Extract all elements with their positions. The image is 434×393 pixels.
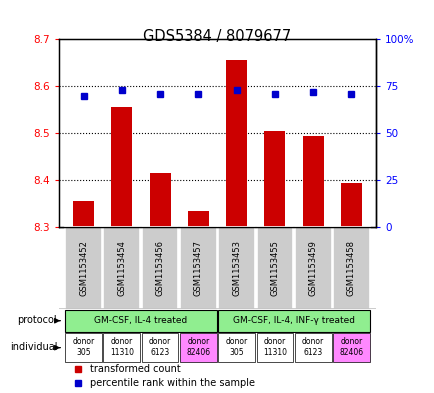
Bar	[340, 183, 361, 227]
Bar	[180, 333, 216, 362]
Bar	[294, 333, 331, 362]
Bar	[149, 173, 170, 227]
Bar	[103, 227, 140, 309]
Text: donor
82406: donor 82406	[339, 338, 363, 357]
Bar	[218, 310, 369, 332]
Text: donor
305: donor 305	[225, 338, 247, 357]
Text: donor
82406: donor 82406	[186, 338, 210, 357]
Text: donor
305: donor 305	[72, 338, 95, 357]
Bar	[218, 227, 254, 309]
Bar	[264, 131, 285, 227]
Text: protocol: protocol	[17, 315, 57, 325]
Text: GSM1153456: GSM1153456	[155, 240, 164, 296]
Bar	[302, 136, 323, 227]
Text: transformed count: transformed count	[90, 364, 181, 373]
Bar	[65, 310, 216, 332]
Text: donor
6123: donor 6123	[301, 338, 323, 357]
Bar	[73, 202, 94, 227]
Text: donor
11310: donor 11310	[110, 338, 134, 357]
Bar	[111, 107, 132, 227]
Bar	[65, 227, 102, 309]
Text: donor
11310: donor 11310	[262, 338, 286, 357]
Text: GSM1153452: GSM1153452	[79, 240, 88, 296]
Bar	[226, 61, 247, 227]
Text: GSM1153457: GSM1153457	[194, 240, 202, 296]
Text: GM-CSF, IL-4, INF-γ treated: GM-CSF, IL-4, INF-γ treated	[233, 316, 354, 325]
Text: GDS5384 / 8079677: GDS5384 / 8079677	[143, 29, 291, 44]
Text: GSM1153459: GSM1153459	[308, 240, 317, 296]
Bar	[256, 333, 293, 362]
Bar	[141, 333, 178, 362]
Bar	[332, 227, 369, 309]
Text: GM-CSF, IL-4 treated: GM-CSF, IL-4 treated	[94, 316, 187, 325]
Text: individual: individual	[10, 342, 57, 352]
Text: donor
6123: donor 6123	[148, 338, 171, 357]
Bar	[65, 333, 102, 362]
Text: GSM1153455: GSM1153455	[270, 240, 279, 296]
Bar	[332, 333, 369, 362]
Bar	[187, 211, 208, 227]
Text: GSM1153453: GSM1153453	[232, 240, 240, 296]
Bar	[256, 227, 293, 309]
Text: GSM1153458: GSM1153458	[346, 240, 355, 296]
Bar	[103, 333, 140, 362]
Bar	[294, 227, 331, 309]
Text: GSM1153454: GSM1153454	[117, 240, 126, 296]
Bar	[141, 227, 178, 309]
Text: percentile rank within the sample: percentile rank within the sample	[90, 378, 255, 388]
Bar	[180, 227, 216, 309]
Bar	[218, 333, 254, 362]
